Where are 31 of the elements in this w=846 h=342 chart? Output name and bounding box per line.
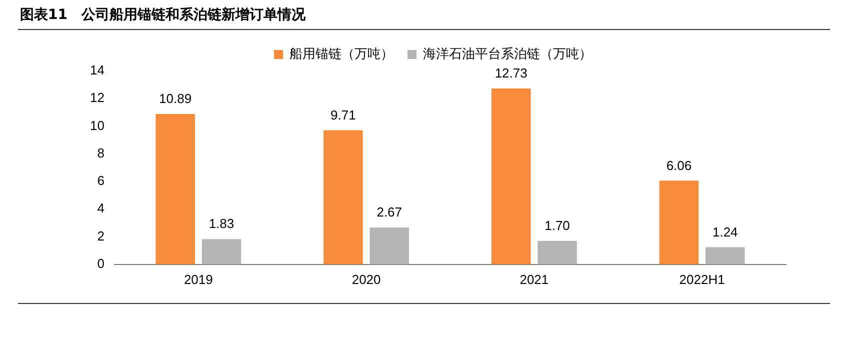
bar — [156, 114, 195, 264]
y-tick-label: 6 — [97, 173, 104, 188]
bar — [706, 247, 745, 264]
x-tick-label: 2022H1 — [679, 272, 725, 287]
data-label: 6.06 — [666, 158, 692, 173]
bar — [659, 180, 699, 264]
bar — [370, 228, 409, 264]
data-label: 9.71 — [330, 107, 356, 122]
data-label: 12.73 — [494, 66, 528, 81]
y-tick-label: 4 — [97, 200, 104, 216]
data-label: 1.70 — [544, 218, 570, 233]
y-tick-label: 12 — [90, 90, 104, 106]
x-tick-label: 2020 — [352, 272, 381, 287]
bar — [202, 239, 242, 264]
data-label: 1.83 — [208, 216, 234, 232]
bar — [324, 130, 363, 264]
data-label: 2.67 — [376, 204, 402, 220]
chart-title: 图表11 公司船用锚链和系泊链新增订单情况 — [20, 6, 306, 24]
y-tick-label: 2 — [97, 228, 104, 244]
y-tick-label: 14 — [90, 62, 104, 78]
y-tick-label: 8 — [97, 145, 104, 160]
x-tick-label: 2021 — [520, 272, 549, 287]
x-tick-label: 2019 — [184, 272, 213, 287]
y-tick-label: 10 — [90, 118, 104, 133]
legend-label: 船用锚链（万吨） — [290, 46, 394, 62]
legend-label: 海洋石油平台系泊链（万吨） — [423, 46, 592, 62]
bar — [491, 88, 531, 264]
data-label: 1.24 — [712, 224, 738, 240]
bar — [538, 240, 577, 264]
data-label: 10.89 — [159, 91, 192, 106]
y-tick-label: 0 — [97, 256, 104, 271]
